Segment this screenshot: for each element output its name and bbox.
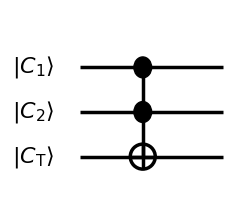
Text: $|C_2\rangle$: $|C_2\rangle$ xyxy=(12,99,54,125)
Ellipse shape xyxy=(133,57,151,78)
Ellipse shape xyxy=(133,101,151,123)
Text: $|C_{\mathrm{T}}\rangle$: $|C_{\mathrm{T}}\rangle$ xyxy=(12,144,53,170)
Text: $|C_1\rangle$: $|C_1\rangle$ xyxy=(12,54,54,80)
